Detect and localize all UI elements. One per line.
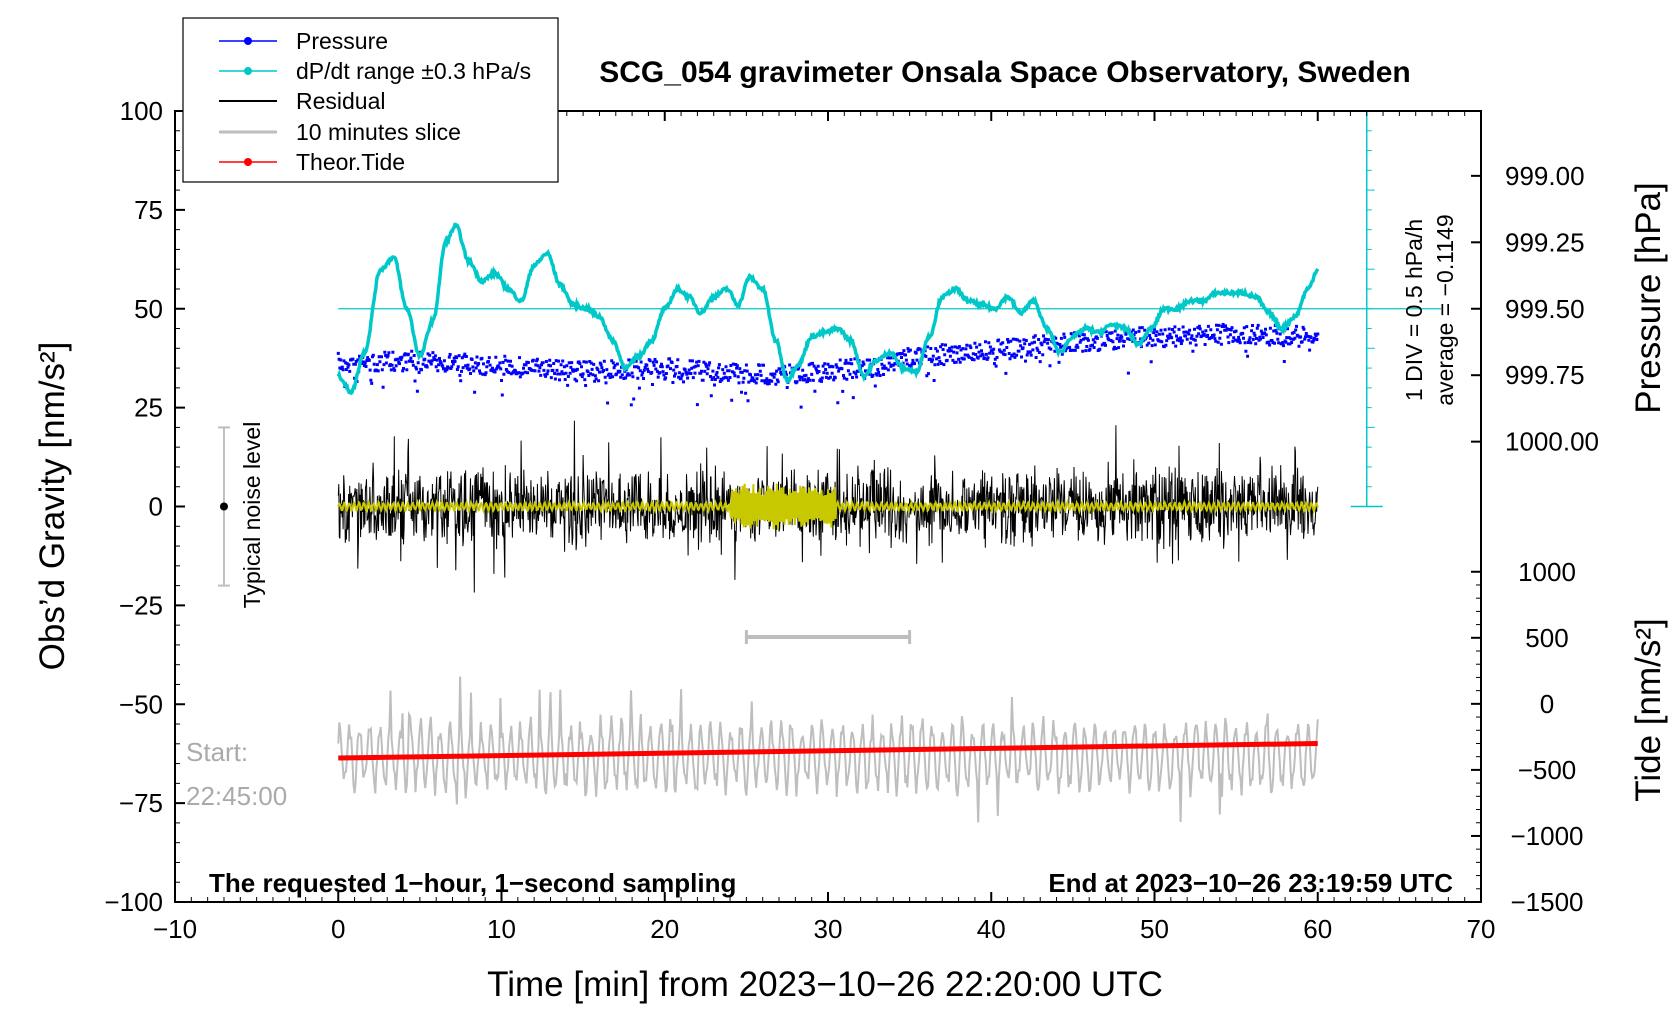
y-tick-label: 75 <box>134 195 163 225</box>
x-tick-label: 60 <box>1303 914 1332 944</box>
y-tick-label: 50 <box>134 294 163 324</box>
legend-entries: Pressure dP/dt range ±0.3 hPa/s Residual… <box>219 28 531 175</box>
tide-tick-label: 1000 <box>1518 557 1576 587</box>
x-tick-label: −10 <box>153 914 197 944</box>
y-tick-label: −25 <box>119 590 163 620</box>
legend-pressure-label: Pressure <box>296 28 388 54</box>
legend: Pressure dP/dt range ±0.3 hPa/s Residual… <box>182 17 559 183</box>
tide-tick-label: 0 <box>1540 689 1554 719</box>
legend-dpdt-marker <box>244 67 252 75</box>
residual-curve <box>337 420 1319 593</box>
x-tick-label: 70 <box>1467 914 1496 944</box>
pressure-series <box>336 323 1320 409</box>
y-tick-label: 25 <box>134 393 163 423</box>
pressure-tick-label: 1000.00 <box>1505 427 1599 457</box>
pressure-tick-label: 999.75 <box>1505 360 1585 390</box>
residual-smoothed-curve <box>337 483 1319 530</box>
y-tick-label: −100 <box>104 887 163 917</box>
noise-level-label: Typical noise level <box>239 422 265 609</box>
legend-slice-label: 10 minutes slice <box>296 119 461 145</box>
axes: −10 0 10 20 30 40 50 60 701007550250−25−50−75−10… <box>104 96 1599 944</box>
x-tick-label: 0 <box>331 914 345 944</box>
legend-tide-label: Theor.Tide <box>296 149 405 175</box>
start-time: 22:45:00 <box>186 781 287 811</box>
pressure-axis-label: Pressure [hPa] <box>1629 182 1668 414</box>
y-tick-label: −75 <box>119 788 163 818</box>
x-tick-label: 30 <box>814 914 843 944</box>
legend-pressure-marker <box>244 37 252 45</box>
tide-tick-label: −500 <box>1518 755 1577 785</box>
x-tick-label: 40 <box>977 914 1006 944</box>
ten-minute-slice-series <box>337 676 1319 823</box>
x-axis-label: Time [min] from 2023−10−26 22:20:00 UTC <box>487 965 1163 1004</box>
y-tick-label: 100 <box>120 96 163 126</box>
dpdt-curve <box>336 222 1320 396</box>
scale-bar-label: 1 DIV = 0.5 hPa/h <box>1401 219 1427 401</box>
residual-series <box>337 420 1319 593</box>
x-tick-label: 20 <box>650 914 679 944</box>
theor-tide-series <box>338 740 1318 761</box>
y-tick-label: −50 <box>119 689 163 719</box>
pressure-tick-label: 999.25 <box>1505 227 1585 257</box>
pressure-tick-label: 999.00 <box>1505 161 1585 191</box>
legend-dpdt-label: dP/dt range ±0.3 hPa/s <box>296 58 531 84</box>
sampling-note: The requested 1−hour, 1−second sampling <box>209 868 736 898</box>
pressure-points <box>336 323 1320 409</box>
chart-title: SCG_054 gravimeter Onsala Space Observat… <box>599 56 1411 89</box>
tide-tick-label: 500 <box>1525 623 1568 653</box>
tide-axis-label: Tide [nm/s²] <box>1629 618 1668 801</box>
legend-tide-marker <box>244 158 252 166</box>
slice-curve <box>337 676 1319 823</box>
tide-tick-label: −1000 <box>1510 821 1583 851</box>
y-axis-label: Obs’d Gravity [nm/s²] <box>33 342 72 671</box>
chart-decorations <box>217 110 1441 645</box>
scale-bar-average: average = −0.1149 <box>1432 214 1458 405</box>
x-tick-label: 10 <box>487 914 516 944</box>
tide-tick-label: −1500 <box>1510 887 1583 917</box>
start-label: Start: <box>186 737 248 767</box>
x-tick-label: 50 <box>1140 914 1169 944</box>
noise-level-marker <box>219 502 228 511</box>
legend-residual-label: Residual <box>296 88 386 114</box>
tide-line <box>338 740 1318 761</box>
y-tick-label: 0 <box>149 492 163 522</box>
end-time-note: End at 2023−10−26 23:19:59 UTC <box>1048 868 1453 898</box>
pressure-tick-label: 999.50 <box>1505 294 1585 324</box>
dpdt-series <box>336 222 1320 396</box>
